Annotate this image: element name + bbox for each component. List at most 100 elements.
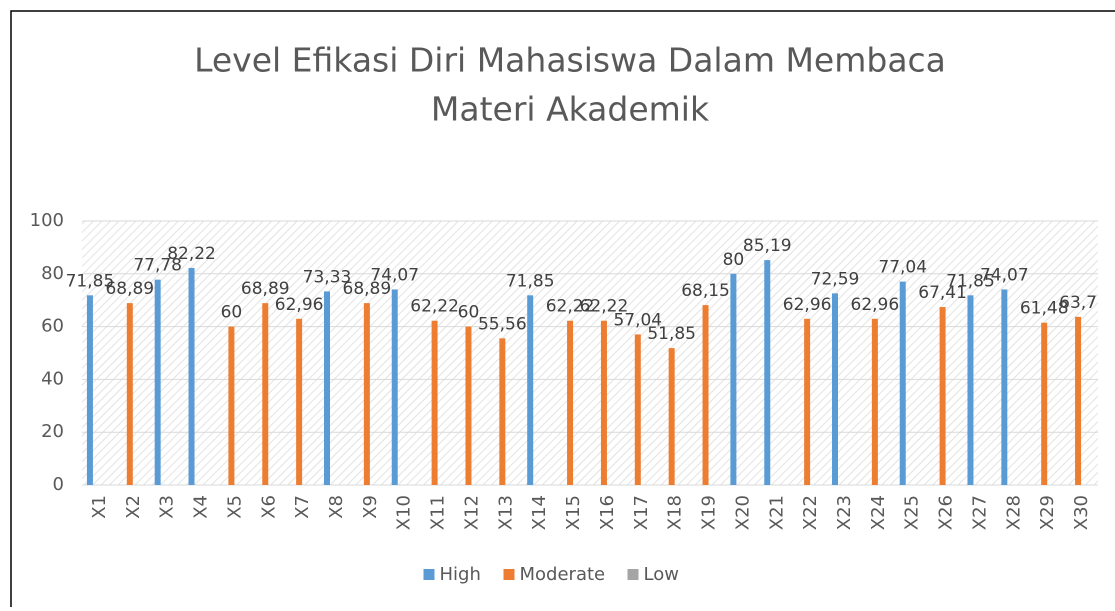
- bar: [262, 303, 269, 485]
- bar: [86, 295, 93, 485]
- bar: [228, 326, 235, 485]
- bar: [391, 289, 398, 485]
- data-label: 62,22: [546, 297, 595, 317]
- data-label: 60: [458, 303, 480, 323]
- y-tick-label: 0: [53, 474, 64, 495]
- frame: [10, 10, 1115, 611]
- x-tick-label: X16: [597, 495, 618, 530]
- x-tick-label: X20: [732, 495, 753, 530]
- y-tick-label: 20: [41, 421, 64, 442]
- bar: [764, 260, 771, 485]
- legend-label: Low: [644, 564, 679, 585]
- bar: [431, 320, 438, 485]
- bar: [567, 320, 574, 485]
- data-label: 60: [221, 303, 243, 323]
- bar: [188, 267, 195, 485]
- x-tick-label: X18: [665, 495, 686, 530]
- bar: [634, 334, 641, 485]
- data-label: 61,48: [1020, 299, 1069, 319]
- data-label: 82,22: [167, 244, 216, 264]
- bar: [324, 291, 330, 485]
- x-tick-label: X25: [902, 495, 923, 530]
- x-tick-label: X10: [394, 495, 415, 530]
- data-label: 62,22: [410, 297, 459, 317]
- x-tick-label: X19: [699, 495, 720, 530]
- data-label: 68,89: [343, 279, 392, 299]
- x-tick-label: X24: [868, 495, 889, 530]
- y-tick-label: 80: [41, 263, 64, 284]
- bar: [499, 338, 506, 485]
- x-tick-label: X22: [800, 495, 821, 530]
- x-tick-label: X23: [834, 495, 855, 530]
- legend-swatch: [423, 569, 435, 580]
- bar: [871, 318, 878, 485]
- data-label: 80: [723, 250, 745, 270]
- data-label: 62,96: [851, 295, 900, 315]
- data-label: 68,89: [241, 279, 290, 299]
- data-label: 71,85: [506, 271, 555, 291]
- data-label: 73,33: [303, 267, 352, 287]
- x-tick-label: X26: [936, 495, 957, 530]
- x-tick-label: X11: [428, 495, 449, 530]
- bar: [1041, 322, 1048, 485]
- data-label: 77,04: [878, 258, 927, 278]
- data-label: 74,07: [370, 265, 419, 285]
- bar: [939, 307, 946, 485]
- x-tick-label: X17: [631, 495, 652, 530]
- bar: [668, 348, 675, 485]
- data-label: 72,59: [811, 269, 860, 289]
- x-tick-label: X27: [969, 495, 990, 530]
- x-tick-label: X14: [529, 495, 550, 530]
- x-tick-label: X4: [191, 495, 212, 519]
- x-tick-label: X30: [1071, 495, 1092, 530]
- data-label: 71,85: [946, 271, 995, 291]
- bar: [600, 320, 607, 485]
- bar: [1001, 289, 1008, 485]
- x-tick-label: X15: [563, 495, 584, 530]
- x-tick-label: X21: [766, 495, 787, 530]
- x-tick-label: X8: [326, 495, 347, 519]
- legend-swatch: [503, 569, 515, 580]
- y-tick-label: 100: [30, 210, 64, 231]
- legend-label: Moderate: [520, 564, 606, 585]
- data-label: 77,78: [133, 256, 182, 276]
- legend-label: High: [440, 564, 481, 585]
- x-tick-label: X12: [461, 495, 482, 530]
- x-tick-label: X6: [258, 495, 279, 519]
- data-label: 67,41: [918, 283, 967, 303]
- legend-swatch: [627, 569, 639, 580]
- x-tick-label: X28: [1003, 495, 1024, 530]
- data-label: 68,89: [105, 279, 154, 299]
- data-label: 68,15: [681, 281, 730, 301]
- bar: [126, 303, 133, 485]
- x-tick-label: X29: [1037, 495, 1058, 530]
- bar: [702, 305, 709, 485]
- x-tick-label: X5: [224, 495, 245, 519]
- plot-area: [82, 221, 1098, 485]
- data-label: 62,22: [580, 297, 629, 317]
- chart-title: Materi Akademik: [431, 90, 710, 129]
- x-tick-label: X9: [360, 495, 381, 519]
- bar: [154, 279, 161, 485]
- y-tick-label: 60: [41, 316, 64, 337]
- x-tick-label: X13: [495, 495, 516, 530]
- data-label: 57,04: [613, 310, 662, 330]
- bar: [527, 295, 534, 485]
- bar: [296, 318, 303, 485]
- x-tick-label: X1: [89, 495, 110, 519]
- y-tick-label: 40: [41, 368, 64, 389]
- bar: [363, 303, 370, 485]
- bar: [1075, 316, 1082, 485]
- data-label: 74,07: [980, 265, 1029, 285]
- data-label: 62,96: [275, 295, 324, 315]
- bar: [967, 295, 974, 485]
- data-label: 55,56: [478, 314, 527, 334]
- bar: [465, 326, 472, 485]
- x-tick-label: X3: [157, 495, 178, 519]
- bar: [730, 273, 737, 485]
- bar: [832, 293, 838, 485]
- data-label: 85,19: [743, 236, 792, 256]
- x-tick-label: X2: [123, 495, 144, 519]
- bar: [804, 318, 811, 485]
